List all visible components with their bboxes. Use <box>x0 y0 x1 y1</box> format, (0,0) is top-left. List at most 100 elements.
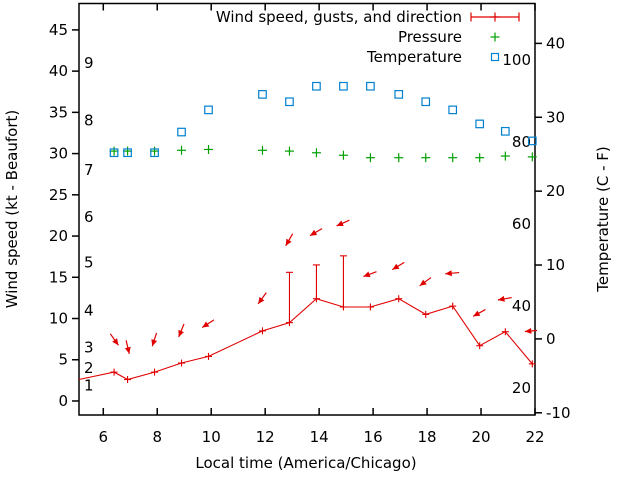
wind-point-marker <box>366 303 374 311</box>
beaufort-label: 5 <box>84 253 94 271</box>
wind-point-marker <box>205 352 213 360</box>
right-axis-title: Temperature (C - F) <box>594 146 612 293</box>
temp-c-tick-label: 10 <box>546 256 565 274</box>
wind-tick-label: 25 <box>49 186 68 204</box>
wind-gust-bar <box>285 271 293 323</box>
temperature-point <box>258 90 267 99</box>
arrow-head-icon <box>258 296 265 304</box>
beaufort-label: 8 <box>84 112 94 130</box>
legend-label-wind: Wind speed, gusts, and direction <box>216 8 462 26</box>
temperature-point <box>150 148 159 158</box>
beaufort-label: 9 <box>84 54 94 72</box>
wind-tick-label: 45 <box>49 21 68 39</box>
arrow-head-icon <box>336 220 344 226</box>
arrow-head-icon <box>285 238 292 246</box>
wind-direction-arrow <box>124 340 131 354</box>
arrow-head-icon <box>363 271 371 278</box>
wind-direction-arrow <box>472 309 486 317</box>
wind-tick-label: 15 <box>49 268 68 286</box>
beaufort-label: 7 <box>84 161 94 179</box>
wind-tick-label: 20 <box>49 227 68 245</box>
temperature-point <box>366 81 375 91</box>
arrow-head-icon <box>124 346 131 354</box>
wind-point-marker <box>178 359 186 367</box>
fahrenheit-inner-label: 80 <box>512 133 531 151</box>
wind-point-marker <box>151 368 159 376</box>
axes-layer: 6 8 10 12 14 16 18 20 22051015202530354045-10010… <box>49 3 571 446</box>
pressure-point <box>150 146 160 156</box>
fahrenheit-inner-label: 60 <box>512 215 531 233</box>
wind-direction-arrow <box>309 228 323 237</box>
wind-gust-bar <box>312 264 320 299</box>
arrow-head-icon <box>202 321 210 328</box>
pressure-point <box>204 144 214 154</box>
pressure-point <box>311 148 321 158</box>
temperature-point <box>109 148 119 158</box>
x-tick-label: 8 <box>152 428 162 446</box>
x-tick-label: 18 <box>418 428 437 446</box>
pressure-point <box>394 153 404 163</box>
wind-direction-arrow <box>257 292 267 305</box>
pressure-point <box>109 146 119 156</box>
x-axis-title: Local time (America/Chicago) <box>195 454 416 472</box>
pressure-point <box>365 153 375 163</box>
wind-direction-arrow <box>392 261 405 271</box>
wind-direction-arrow <box>178 323 185 338</box>
temp-c-tick-label: 0 <box>546 330 556 348</box>
beaufort-label: 4 <box>84 301 94 319</box>
temp-c-tick-label: -10 <box>546 404 571 422</box>
wind-direction-arrow <box>151 332 158 347</box>
fahrenheit-inner-label: 100 <box>502 51 531 69</box>
wind-direction-arrow <box>201 319 215 329</box>
beaufort-label: 6 <box>84 208 94 226</box>
wind-direction-arrow <box>419 277 432 287</box>
wind-point-marker <box>422 310 430 318</box>
legend-sample-pressure-plus-icon <box>490 32 500 42</box>
temp-c-tick-label: 40 <box>546 34 565 52</box>
temperature-point <box>421 97 431 107</box>
beaufort-label: 2 <box>84 359 94 377</box>
temperature-point <box>475 119 485 129</box>
series-layer <box>78 81 537 384</box>
pressure-point <box>123 146 133 156</box>
legend-label-pressure: Pressure <box>398 28 462 46</box>
temperature-point <box>312 81 321 91</box>
wind-direction-arrow <box>336 219 350 227</box>
left-axis-title: Wind speed (kt - Beaufort) <box>3 110 21 309</box>
arrow-head-icon <box>151 339 158 347</box>
wind-point-marker <box>528 360 536 368</box>
wind-speed-line <box>78 298 533 381</box>
wind-tick-label: 5 <box>58 351 68 369</box>
temperature-point <box>500 126 510 136</box>
x-tick-label: 16 <box>364 428 383 446</box>
pressure-point <box>500 151 510 161</box>
beaufort-label: 1 <box>84 376 94 394</box>
wind-direction-arrow <box>524 328 537 334</box>
wind-gust-bar <box>339 255 347 307</box>
x-tick-label: 10 <box>202 428 221 446</box>
wind-direction-arrow <box>285 233 294 247</box>
temperature-point <box>527 136 537 146</box>
wind-point-marker <box>501 328 509 336</box>
temperature-point <box>285 97 294 107</box>
x-tick-label: 20 <box>471 428 490 446</box>
legend-label-temperature: Temperature <box>366 48 462 66</box>
wind-tick-label: 30 <box>49 145 68 163</box>
wind-tick-label: 40 <box>49 62 68 80</box>
arrow-head-icon <box>445 270 452 277</box>
arrow-head-icon <box>497 295 505 302</box>
pressure-point <box>527 152 537 162</box>
fahrenheit-inner-label: 20 <box>512 379 531 397</box>
pressure-point <box>475 153 485 163</box>
wind-point-marker <box>395 295 403 303</box>
arrow-head-icon <box>309 229 318 236</box>
temperature-point <box>204 105 213 115</box>
wind-point-marker <box>124 376 132 384</box>
wind-point-marker <box>449 302 457 310</box>
temperature-point <box>448 105 458 115</box>
temperature-point <box>394 90 404 99</box>
x-tick-label: 22 <box>525 428 544 446</box>
pressure-point <box>257 145 267 155</box>
beaufort-label: 3 <box>84 338 94 356</box>
